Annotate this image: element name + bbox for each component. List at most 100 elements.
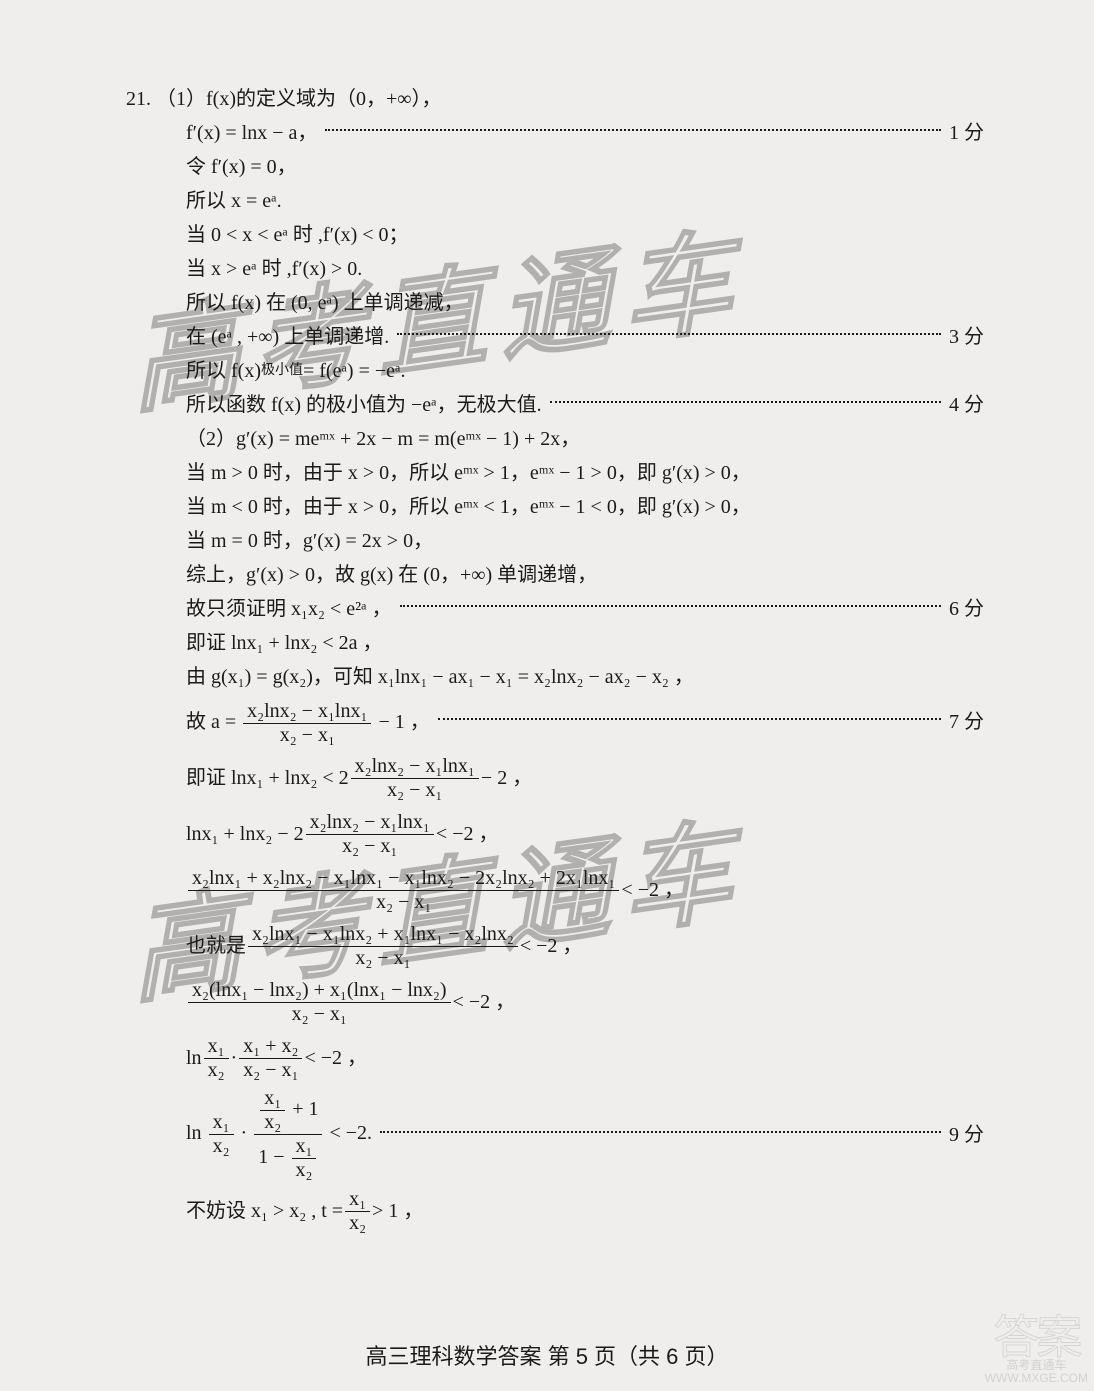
text-lead: ln xyxy=(186,1122,202,1144)
text-lead: 即证 lnx₁ + lnx₂ < 2 xyxy=(186,752,349,804)
inner-frac-bot: x₁ x₂ xyxy=(292,1136,317,1181)
text: 所以 x = eᵃ. xyxy=(186,186,282,216)
numerator: x₁ xyxy=(204,1036,229,1059)
numerator: x₁ xyxy=(345,1189,370,1212)
denominator: x₂ − x₁ xyxy=(188,1003,451,1025)
fraction-1: x₁ x₂ xyxy=(204,1036,229,1081)
score-6: 6 分 xyxy=(949,594,984,624)
fraction: x₂lnx₂ − x₁lnx₁ x₂ − x₁ xyxy=(306,812,434,857)
text: 当 m = 0 时，g′(x) = 2x > 0， xyxy=(186,526,433,556)
denominator: x₂ xyxy=(204,1059,229,1081)
inner-frac-top: x₁ x₂ xyxy=(260,1088,285,1133)
fraction: x₂lnx₁ − x₁lnx₂ + x₁lnx₁ − x₂lnx₂ x₂ − x… xyxy=(248,924,518,969)
line-neg-interval: 当 0 < x < eᵃ 时 ,f′(x) < 0； xyxy=(126,220,984,250)
denominator: x₂ − x₁ xyxy=(306,835,434,857)
fraction-1: x₁ x₂ xyxy=(209,1112,234,1157)
page-root: 高考直通车 高考直通车 21. （1）f(x)的定义域为（0，+∞）， f′(x… xyxy=(0,0,1094,1391)
lead: 故 a = x₂lnx₂ − x₁lnx₁ x₂ − x₁ − 1 ， xyxy=(186,696,430,748)
score-7: 7 分 xyxy=(949,696,984,748)
fraction: x₁ x₂ xyxy=(345,1189,370,1234)
text: 所以函数 f(x) 的极小值为 −eᵃ，无极大值. xyxy=(186,390,542,420)
text-b: = f(eᵃ) = −eᵃ. xyxy=(303,356,406,386)
line-m-zero: 当 m = 0 时，g′(x) = 2x > 0， xyxy=(126,526,984,556)
line-prove-ineq: 即证 lnx₁ + lnx₂ < 2 x₂lnx₂ − x₁lnx₁ x₂ − … xyxy=(126,752,984,804)
line-ln-ratio-a: ln x₁ x₂ · x₁ + x₂ x₂ − x₁ < −2 ， xyxy=(126,1032,984,1084)
problem-open-line: 21. （1）f(x)的定义域为（0，+∞）， xyxy=(126,84,984,114)
fraction: x₂(lnx₁ − lnx₂) + x₁(lnx₁ − lnx₂) x₂ − x… xyxy=(188,980,451,1025)
line-ln-ratio-nested: ln x₁ x₂ · x₁ x₂ + 1 1 − x₁ x xyxy=(126,1088,984,1181)
dot-leader xyxy=(438,718,941,720)
text: 故只须证明 x₁x₂ < e²ᵃ ， xyxy=(186,594,392,624)
text: 综上，g′(x) > 0，故 g(x) 在 (0，+∞) 单调递增， xyxy=(186,560,597,590)
text-lead: 不妨设 x₁ > x₂ , t = xyxy=(186,1185,343,1237)
fraction: x₂lnx₂ − x₁lnx₁ x₂ − x₁ xyxy=(243,701,371,746)
numerator: x₁ xyxy=(260,1088,285,1111)
score-4: 4 分 xyxy=(949,390,984,420)
line-x-eq-ea: 所以 x = eᵃ. xyxy=(126,186,984,216)
line-fprime-defn: f′(x) = lnx − a， 1 分 xyxy=(126,118,984,148)
text: 当 m > 0 时，由于 x > 0，所以 eᵐˣ > 1，eᵐˣ − 1 > … xyxy=(186,458,751,488)
dot-leader xyxy=(550,401,941,403)
dot-leader xyxy=(400,605,941,607)
denominator: x₂ − x₁ xyxy=(351,779,479,801)
dot-mult: · xyxy=(231,1032,238,1084)
text: 当 m < 0 时，由于 x > 0，所以 eᵐˣ < 1，eᵐˣ − 1 < … xyxy=(186,492,751,522)
text-tail: < −2. xyxy=(329,1122,372,1144)
line-m-neg: 当 m < 0 时，由于 x > 0，所以 eᵐˣ < 1，eᵐˣ − 1 < … xyxy=(126,492,984,522)
text: f′(x) = lnx − a， xyxy=(186,118,317,148)
text-tail: < −2 ， xyxy=(520,920,583,972)
denominator: x₂ xyxy=(260,1111,285,1133)
numerator: x₂(lnx₁ − lnx₂) + x₁(lnx₁ − lnx₂) xyxy=(188,980,451,1003)
text-a: 所以 f(x) xyxy=(186,356,261,386)
text-tail: − 1 ， xyxy=(378,711,429,733)
numerator: x₁ xyxy=(209,1112,234,1135)
text-lead: 故 a = xyxy=(186,711,236,733)
text: 在 (eᵃ , +∞) 上单调递增. xyxy=(186,322,389,352)
text-lead: ln xyxy=(186,1032,202,1084)
numerator: x₂lnx₂ − x₁lnx₁ xyxy=(243,701,371,724)
fraction: x₂lnx₁ + x₂lnx₂ − x₁lnx₁ − x₁lnx₂ − 2x₂l… xyxy=(188,868,619,913)
line-a-equals: 故 a = x₂lnx₂ − x₁lnx₁ x₂ − x₁ − 1 ， 7 分 xyxy=(126,696,984,748)
problem-number: 21. （1）f(x)的定义域为（0，+∞）， xyxy=(126,84,442,114)
text-tail: − 2 ， xyxy=(481,752,532,804)
text-tail: < −2 ， xyxy=(304,1032,367,1084)
outer-denominator: 1 − x₁ x₂ xyxy=(254,1135,322,1181)
lead: ln x₁ x₂ · x₁ x₂ + 1 1 − x₁ x xyxy=(186,1088,372,1181)
fraction-nested: x₁ x₂ + 1 1 − x₁ x₂ xyxy=(254,1088,322,1181)
denominator: x₂ − x₁ xyxy=(243,724,371,746)
dot-leader xyxy=(397,333,941,335)
text-lead: 也就是 xyxy=(186,920,246,972)
denominator: x₂ xyxy=(345,1212,370,1234)
numerator: x₂lnx₁ − x₁lnx₂ + x₁lnx₁ − x₂lnx₂ xyxy=(248,924,518,947)
numerator: x₁ + x₂ xyxy=(239,1036,302,1059)
line-no-max: 所以函数 f(x) 的极小值为 −eᵃ，无极大值. 4 分 xyxy=(126,390,984,420)
text: 即证 lnx₁ + lnx₂ < 2a ， xyxy=(186,628,383,658)
page-footer: 高三理科数学答案 第 5 页（共 6 页） xyxy=(0,1339,1094,1371)
line-gprime: （2）g′(x) = meᵐˣ + 2x − m = m(eᵐˣ − 1) + … xyxy=(126,424,984,454)
text-tail: < −2 ， xyxy=(621,864,684,916)
dot-mult: · xyxy=(241,1122,248,1144)
one-minus: 1 − xyxy=(258,1146,284,1168)
fraction-2: x₁ + x₂ x₂ − x₁ xyxy=(239,1036,302,1081)
line-need-prove: 故只须证明 x₁x₂ < e²ᵃ ， 6 分 xyxy=(126,594,984,624)
text-tail: < −2 ， xyxy=(453,976,516,1028)
line-m-pos: 当 m > 0 时，由于 x > 0，所以 eᵐˣ > 1，eᵐˣ − 1 > … xyxy=(126,458,984,488)
denominator: x₂ − x₁ xyxy=(248,947,518,969)
line-monotone-inc: 在 (eᵃ , +∞) 上单调递增. 3 分 xyxy=(126,322,984,352)
line-let-t: 不妨设 x₁ > x₂ , t = x₁ x₂ > 1 ， xyxy=(126,1185,984,1237)
numerator: x₂lnx₁ + x₂lnx₂ − x₁lnx₁ − x₁lnx₂ − 2x₂l… xyxy=(188,868,619,891)
denominator: x₂ xyxy=(292,1159,317,1181)
denominator: x₂ xyxy=(209,1135,234,1157)
text: 令 f′(x) = 0， xyxy=(186,152,297,182)
score-9: 9 分 xyxy=(949,1092,984,1178)
line-set-zero: 令 f′(x) = 0， xyxy=(126,152,984,182)
text: 当 x > eᵃ 时 ,f′(x) > 0. xyxy=(186,254,362,284)
text: 由 g(x₁) = g(x₂)，可知 x₁lnx₁ − ax₁ − x₁ = x… xyxy=(186,662,694,692)
numerator: x₂lnx₂ − x₁lnx₁ xyxy=(306,812,434,835)
text-lead: lnx₁ + lnx₂ − 2 xyxy=(186,808,304,860)
denominator: x₂ − x₁ xyxy=(239,1059,302,1081)
line-big-frac: x₂lnx₁ + x₂lnx₂ − x₁lnx₁ − x₁lnx₂ − 2x₂l… xyxy=(126,864,984,916)
text: （2）g′(x) = meᵐˣ + 2x − m = m(eᵐˣ − 1) + … xyxy=(186,424,580,454)
outer-numerator: x₁ x₂ + 1 xyxy=(254,1088,322,1135)
fraction: x₂lnx₂ − x₁lnx₁ x₂ − x₁ xyxy=(351,756,479,801)
